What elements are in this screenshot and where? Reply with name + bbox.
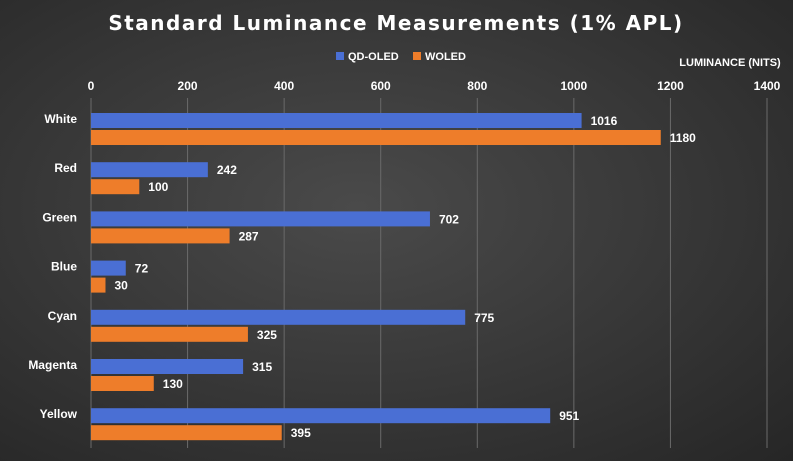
value-label: 775 xyxy=(474,311,494,325)
bar-woled-blue xyxy=(91,277,106,293)
value-label: 130 xyxy=(163,377,183,391)
bar-woled-yellow xyxy=(91,425,282,441)
bar-qd-oled-red xyxy=(91,162,208,178)
value-label: 30 xyxy=(114,279,128,293)
x-tick-label: 800 xyxy=(467,79,487,93)
bar-woled-white xyxy=(91,130,661,145)
value-label: 325 xyxy=(257,328,277,342)
category-label: Cyan xyxy=(48,309,77,323)
x-tick-label: 1400 xyxy=(754,79,781,93)
legend-swatch-woled xyxy=(413,52,421,60)
bar-woled-red xyxy=(91,179,140,195)
bar-qd-oled-blue xyxy=(91,260,126,276)
legend-swatch-qd-oled xyxy=(336,52,344,60)
category-label: Blue xyxy=(51,260,77,274)
value-label: 1180 xyxy=(670,131,696,145)
value-label: 100 xyxy=(148,180,168,194)
bar-qd-oled-magenta xyxy=(91,359,244,374)
category-label: Green xyxy=(42,210,77,224)
x-tick-label: 0 xyxy=(88,79,95,93)
value-label: 315 xyxy=(252,360,272,374)
value-labels: 1016 1180 242 100 702 287 72 30 775 325 315 130 951 3… xyxy=(114,114,696,440)
legend-label-woled: WOLED xyxy=(425,51,466,63)
gridlines xyxy=(90,98,768,448)
x-axis-ticks: 0 200 400 600 800 1000 1200 1400 xyxy=(88,79,781,93)
x-tick-label: 400 xyxy=(274,79,294,93)
x-tick-label: 200 xyxy=(178,79,198,93)
category-label: Red xyxy=(54,161,77,175)
category-label: White xyxy=(44,112,77,126)
bar-qd-oled-green xyxy=(91,211,430,227)
category-label: Magenta xyxy=(28,358,77,372)
x-tick-label: 600 xyxy=(371,79,391,93)
bars xyxy=(91,113,661,441)
bar-woled-cyan xyxy=(91,326,248,342)
legend: QD-OLED WOLED xyxy=(336,51,466,63)
bar-qd-oled-yellow xyxy=(91,408,551,424)
bar-woled-green xyxy=(91,228,230,244)
chart-title: Standard Luminance Measurements (1% APL) xyxy=(108,11,683,35)
x-tick-label: 1000 xyxy=(561,79,588,93)
category-labels: White Red Green Blue Cyan Magenta Yellow xyxy=(28,112,77,421)
value-label: 395 xyxy=(291,426,311,440)
value-label: 702 xyxy=(439,212,459,226)
value-label: 287 xyxy=(239,229,259,243)
value-label: 1016 xyxy=(591,114,618,128)
bar-qd-oled-cyan xyxy=(91,309,466,325)
value-label: 72 xyxy=(135,262,149,276)
value-label: 951 xyxy=(559,409,579,423)
category-label: Yellow xyxy=(40,407,78,421)
x-tick-label: 1200 xyxy=(657,79,684,93)
bar-woled-magenta xyxy=(91,376,154,391)
value-label: 242 xyxy=(217,163,237,177)
x-axis-label: LUMINANCE (NITS) xyxy=(679,57,781,69)
legend-label-qd-oled: QD-OLED xyxy=(348,51,399,63)
bar-qd-oled-white xyxy=(91,113,582,128)
